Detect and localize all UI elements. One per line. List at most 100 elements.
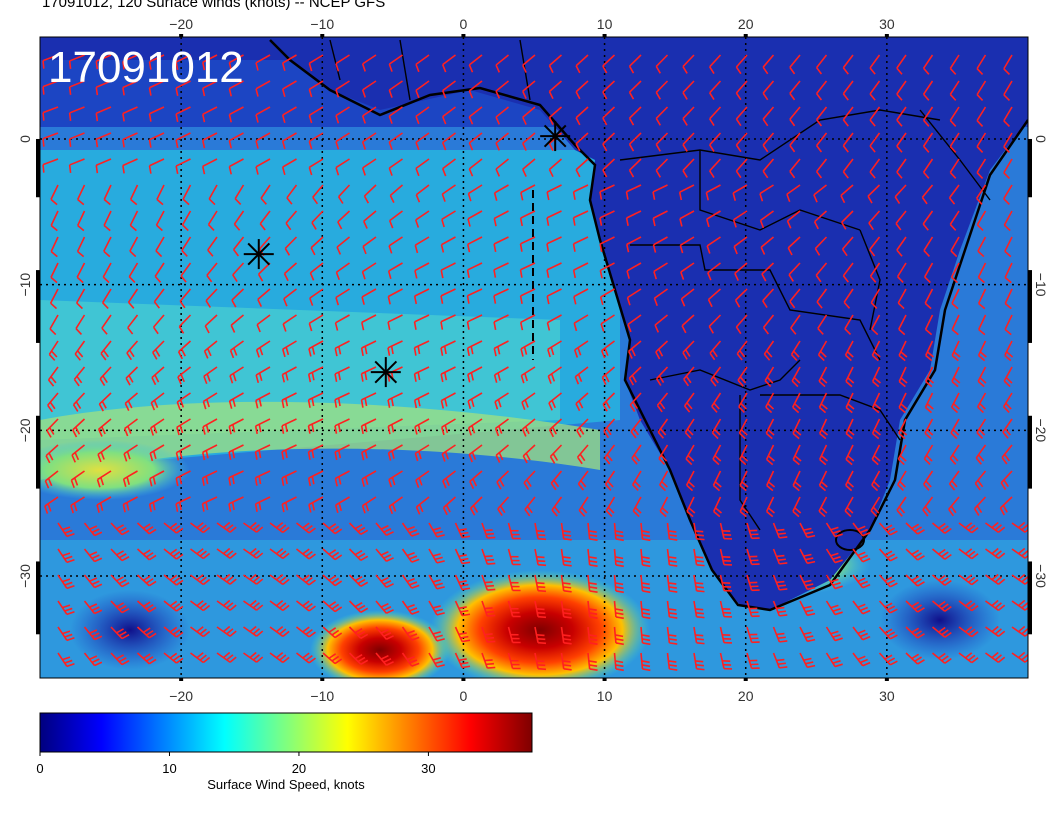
wind-barb xyxy=(818,418,829,440)
wind-barb xyxy=(71,444,86,463)
wind-barb xyxy=(175,54,191,71)
wind-barb xyxy=(679,236,695,254)
wind-barb xyxy=(83,548,103,563)
wind-barb xyxy=(682,80,695,100)
wind-barb xyxy=(361,470,377,487)
wind-barb xyxy=(228,392,244,409)
wind-barb xyxy=(600,340,615,359)
timestamp-stamp: 17091012 xyxy=(48,43,244,92)
wind-barb xyxy=(712,496,723,518)
wind-barb xyxy=(312,184,324,205)
wind-barb xyxy=(626,262,642,279)
wind-barb xyxy=(924,392,934,414)
wind-barb xyxy=(844,340,854,362)
wind-barb xyxy=(825,652,843,668)
lon-tick-label-top: 20 xyxy=(738,16,754,32)
wind-barb xyxy=(75,288,86,310)
wind-barb xyxy=(334,392,350,408)
wind-barb xyxy=(550,470,563,491)
wind-barb xyxy=(454,522,471,539)
wind-barb xyxy=(905,574,925,587)
wind-barb xyxy=(110,600,130,614)
wind-barb xyxy=(1003,158,1013,180)
wind-barb xyxy=(693,548,705,567)
wind-barb xyxy=(523,470,536,490)
wind-barb xyxy=(763,340,775,361)
wind-barb xyxy=(175,80,191,97)
wind-barb xyxy=(760,236,775,255)
wind-barb xyxy=(322,626,343,639)
wind-barb xyxy=(772,522,788,539)
wind-barb xyxy=(123,418,138,437)
wind-barb xyxy=(712,470,722,492)
wind-barb xyxy=(57,600,75,616)
wind-barb xyxy=(129,184,139,206)
wind-barb xyxy=(790,340,801,361)
wind-barb xyxy=(375,626,394,640)
wind-barb xyxy=(548,158,563,178)
wind-barb xyxy=(628,80,642,100)
wind-barb xyxy=(1004,288,1013,310)
wind-barb xyxy=(281,366,297,383)
lat-tick-label-right: 0 xyxy=(1033,135,1049,143)
wind-barb xyxy=(232,236,245,257)
wind-barb xyxy=(985,651,1006,663)
wind-barb xyxy=(613,522,624,542)
wind-barb xyxy=(415,496,430,515)
wind-barb xyxy=(103,184,112,206)
wind-barb xyxy=(825,522,843,538)
wind-barb xyxy=(496,470,510,490)
colorbar-tick-label: 10 xyxy=(162,761,176,776)
wind-barb xyxy=(152,340,165,360)
wind-barb xyxy=(735,158,748,179)
wind-barb xyxy=(1003,184,1013,206)
wind-barb xyxy=(481,522,496,539)
wind-barb xyxy=(738,392,748,414)
wind-barb xyxy=(710,366,722,387)
wind-barb xyxy=(375,522,394,536)
wind-barb xyxy=(878,600,898,614)
wind-barb xyxy=(100,340,112,361)
wind-barb xyxy=(335,262,350,281)
wind-barb xyxy=(576,418,589,438)
edge-segment-right xyxy=(1028,270,1032,343)
wind-barb xyxy=(599,262,615,279)
wind-barb xyxy=(83,522,103,537)
tick-mark-top xyxy=(743,34,748,37)
wind-barb xyxy=(613,600,624,620)
wind-barb xyxy=(666,600,678,619)
wind-barb xyxy=(683,366,695,387)
wind-barb xyxy=(762,314,775,335)
wind-barb xyxy=(693,600,705,619)
wind-barb xyxy=(360,392,377,408)
lat-tick-label-left: −20 xyxy=(17,418,33,442)
wind-barb xyxy=(322,522,343,535)
wind-barb xyxy=(976,106,987,127)
wind-barb xyxy=(734,288,748,308)
wind-barb xyxy=(77,210,86,232)
wind-barb xyxy=(181,210,192,232)
wind-barb xyxy=(958,652,979,664)
wind-barb xyxy=(454,600,471,617)
wind-barb xyxy=(95,54,112,70)
wind-barb xyxy=(202,392,218,410)
wind-barb xyxy=(441,132,456,151)
wind-barb xyxy=(50,262,59,284)
wind-barb xyxy=(286,184,298,205)
wind-barb xyxy=(401,548,420,563)
wind-barb xyxy=(281,158,297,176)
wind-barb xyxy=(68,106,85,121)
wind-barb xyxy=(428,600,445,616)
wind-barb xyxy=(897,288,907,310)
wind-barb xyxy=(905,626,925,639)
wind-barb xyxy=(493,288,509,304)
wind-barb xyxy=(627,314,642,333)
edge-segment-left xyxy=(36,138,40,198)
wind-barb xyxy=(869,106,881,127)
wind-barb xyxy=(1003,210,1013,232)
wind-barb xyxy=(493,262,509,278)
wind-barb xyxy=(99,366,112,387)
wind-barb xyxy=(871,314,881,336)
wind-barb xyxy=(255,392,271,409)
wind-barb xyxy=(360,340,377,356)
